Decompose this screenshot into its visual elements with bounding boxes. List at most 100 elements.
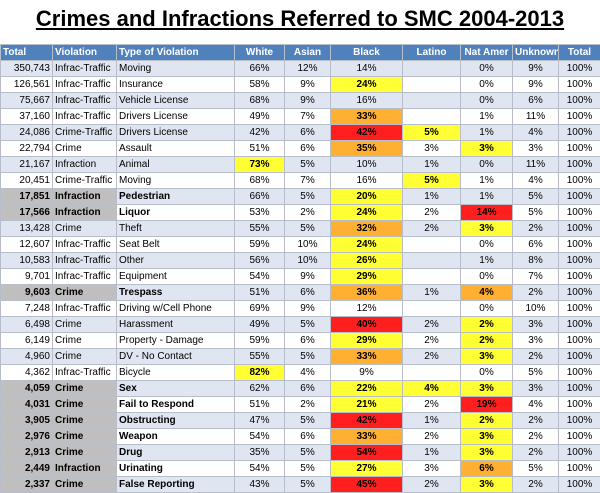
cell-nat-amer: 0% bbox=[461, 157, 513, 173]
cell-latino: 3% bbox=[403, 461, 461, 477]
cell-total: 12,607 bbox=[1, 237, 53, 253]
cell-violation: Crime bbox=[53, 429, 117, 445]
cell-latino: 5% bbox=[403, 173, 461, 189]
cell-total: 24,086 bbox=[1, 125, 53, 141]
cell-latino bbox=[403, 93, 461, 109]
cell-type: Weapon bbox=[117, 429, 235, 445]
cell-unknown: 5% bbox=[513, 189, 559, 205]
col-header-black: Black bbox=[331, 45, 403, 61]
cell-white: 56% bbox=[235, 253, 285, 269]
cell-latino bbox=[403, 109, 461, 125]
cell-unknown: 5% bbox=[513, 205, 559, 221]
cell-asian: 5% bbox=[285, 461, 331, 477]
cell-total-pct: 100% bbox=[559, 365, 600, 381]
cell-asian: 9% bbox=[285, 269, 331, 285]
cell-black: 9% bbox=[331, 365, 403, 381]
cell-white: 43% bbox=[235, 477, 285, 493]
cell-total: 4,960 bbox=[1, 349, 53, 365]
cell-total-pct: 100% bbox=[559, 109, 600, 125]
cell-unknown: 2% bbox=[513, 413, 559, 429]
cell-asian: 10% bbox=[285, 253, 331, 269]
cell-black: 24% bbox=[331, 205, 403, 221]
cell-total-pct: 100% bbox=[559, 429, 600, 445]
cell-type: Drivers License bbox=[117, 109, 235, 125]
cell-white: 55% bbox=[235, 221, 285, 237]
cell-white: 68% bbox=[235, 93, 285, 109]
cell-total: 21,167 bbox=[1, 157, 53, 173]
cell-white: 58% bbox=[235, 77, 285, 93]
cell-unknown: 4% bbox=[513, 397, 559, 413]
cell-total: 6,149 bbox=[1, 333, 53, 349]
cell-asian: 6% bbox=[285, 381, 331, 397]
cell-violation: Crime-Traffic bbox=[53, 173, 117, 189]
cell-violation: Crime bbox=[53, 333, 117, 349]
cell-type: Pedestrian bbox=[117, 189, 235, 205]
cell-black: 24% bbox=[331, 237, 403, 253]
cell-latino bbox=[403, 253, 461, 269]
cell-black: 20% bbox=[331, 189, 403, 205]
cell-total-pct: 100% bbox=[559, 237, 600, 253]
cell-unknown: 3% bbox=[513, 141, 559, 157]
cell-total-pct: 100% bbox=[559, 349, 600, 365]
cell-nat-amer: 1% bbox=[461, 173, 513, 189]
cell-nat-amer: 2% bbox=[461, 413, 513, 429]
cell-nat-amer: 1% bbox=[461, 253, 513, 269]
cell-asian: 5% bbox=[285, 413, 331, 429]
cell-nat-amer: 0% bbox=[461, 61, 513, 77]
cell-asian: 5% bbox=[285, 157, 331, 173]
cell-total: 6,498 bbox=[1, 317, 53, 333]
cell-white: 66% bbox=[235, 61, 285, 77]
col-header-total-pct: Total bbox=[559, 45, 600, 61]
cell-asian: 7% bbox=[285, 109, 331, 125]
col-header-latino: Latino bbox=[403, 45, 461, 61]
cell-total: 2,976 bbox=[1, 429, 53, 445]
cell-total-pct: 100% bbox=[559, 93, 600, 109]
cell-total-pct: 100% bbox=[559, 285, 600, 301]
cell-nat-amer: 19% bbox=[461, 397, 513, 413]
cell-unknown: 2% bbox=[513, 349, 559, 365]
cell-nat-amer: 0% bbox=[461, 301, 513, 317]
cell-violation: Crime bbox=[53, 349, 117, 365]
cell-violation: Infrac-Traffic bbox=[53, 93, 117, 109]
cell-type: DV - No Contact bbox=[117, 349, 235, 365]
cell-total: 20,451 bbox=[1, 173, 53, 189]
cell-latino bbox=[403, 237, 461, 253]
cell-unknown: 9% bbox=[513, 77, 559, 93]
cell-white: 35% bbox=[235, 445, 285, 461]
cell-total-pct: 100% bbox=[559, 477, 600, 493]
cell-asian: 5% bbox=[285, 349, 331, 365]
cell-total: 37,160 bbox=[1, 109, 53, 125]
cell-total-pct: 100% bbox=[559, 125, 600, 141]
cell-white: 62% bbox=[235, 381, 285, 397]
cell-unknown: 4% bbox=[513, 173, 559, 189]
cell-type: Trespass bbox=[117, 285, 235, 301]
cell-latino: 2% bbox=[403, 221, 461, 237]
cell-type: Assault bbox=[117, 141, 235, 157]
cell-total: 13,428 bbox=[1, 221, 53, 237]
cell-total: 4,362 bbox=[1, 365, 53, 381]
cell-nat-amer: 3% bbox=[461, 381, 513, 397]
cell-latino: 4% bbox=[403, 381, 461, 397]
cell-total: 9,701 bbox=[1, 269, 53, 285]
cell-asian: 5% bbox=[285, 221, 331, 237]
cell-black: 33% bbox=[331, 429, 403, 445]
cell-unknown: 7% bbox=[513, 269, 559, 285]
cell-violation: Crime bbox=[53, 317, 117, 333]
col-header-total: Total bbox=[1, 45, 53, 61]
cell-type: Harassment bbox=[117, 317, 235, 333]
cell-nat-amer: 0% bbox=[461, 269, 513, 285]
cell-unknown: 3% bbox=[513, 317, 559, 333]
col-header-unknown: Unknown bbox=[513, 45, 559, 61]
cell-total: 9,603 bbox=[1, 285, 53, 301]
cell-latino bbox=[403, 365, 461, 381]
col-header-type: Type of Violation bbox=[117, 45, 235, 61]
cell-white: 42% bbox=[235, 125, 285, 141]
cell-asian: 2% bbox=[285, 397, 331, 413]
